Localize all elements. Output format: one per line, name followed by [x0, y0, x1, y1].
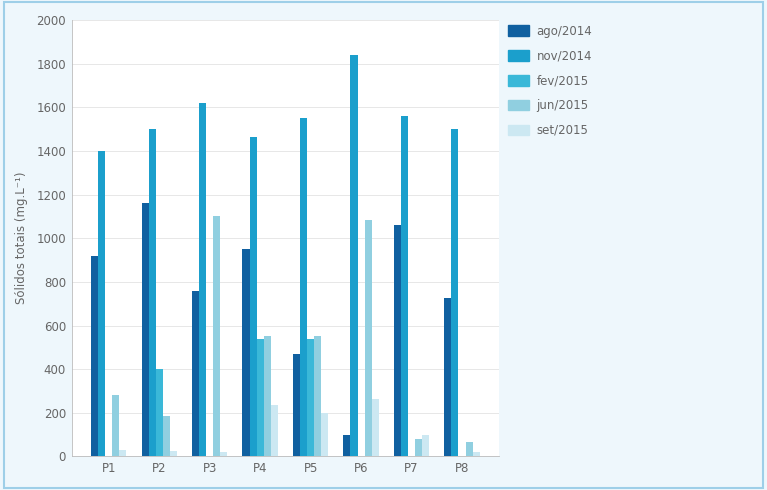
Bar	[307, 339, 314, 457]
Bar	[415, 439, 422, 457]
Bar	[394, 225, 401, 457]
Bar	[120, 450, 127, 457]
Bar	[220, 452, 227, 457]
Bar	[163, 416, 170, 457]
Bar	[149, 129, 156, 457]
Bar	[351, 55, 357, 457]
Bar	[300, 118, 307, 457]
Bar	[293, 354, 300, 457]
Bar	[314, 337, 321, 457]
Bar	[156, 369, 163, 457]
Bar	[372, 399, 379, 457]
Bar	[422, 435, 430, 457]
Bar	[472, 452, 479, 457]
Bar	[466, 442, 472, 457]
Bar	[170, 451, 177, 457]
Bar	[199, 103, 206, 457]
Bar	[249, 137, 257, 457]
Bar	[98, 151, 105, 457]
Bar	[142, 203, 149, 457]
Bar	[192, 291, 199, 457]
Bar	[271, 405, 278, 457]
Bar	[242, 249, 249, 457]
Bar	[321, 413, 328, 457]
Bar	[91, 256, 98, 457]
Bar	[444, 298, 452, 457]
Bar	[264, 337, 271, 457]
Bar	[112, 395, 120, 457]
Bar	[401, 116, 408, 457]
Bar	[213, 217, 220, 457]
Y-axis label: Sólidos totais (mg.L⁻¹): Sólidos totais (mg.L⁻¹)	[15, 172, 28, 304]
Bar	[364, 220, 372, 457]
Legend: ago/2014, nov/2014, fev/2015, jun/2015, set/2015: ago/2014, nov/2014, fev/2015, jun/2015, …	[503, 20, 597, 142]
Bar	[452, 129, 459, 457]
Bar	[344, 435, 351, 457]
Bar	[257, 339, 264, 457]
